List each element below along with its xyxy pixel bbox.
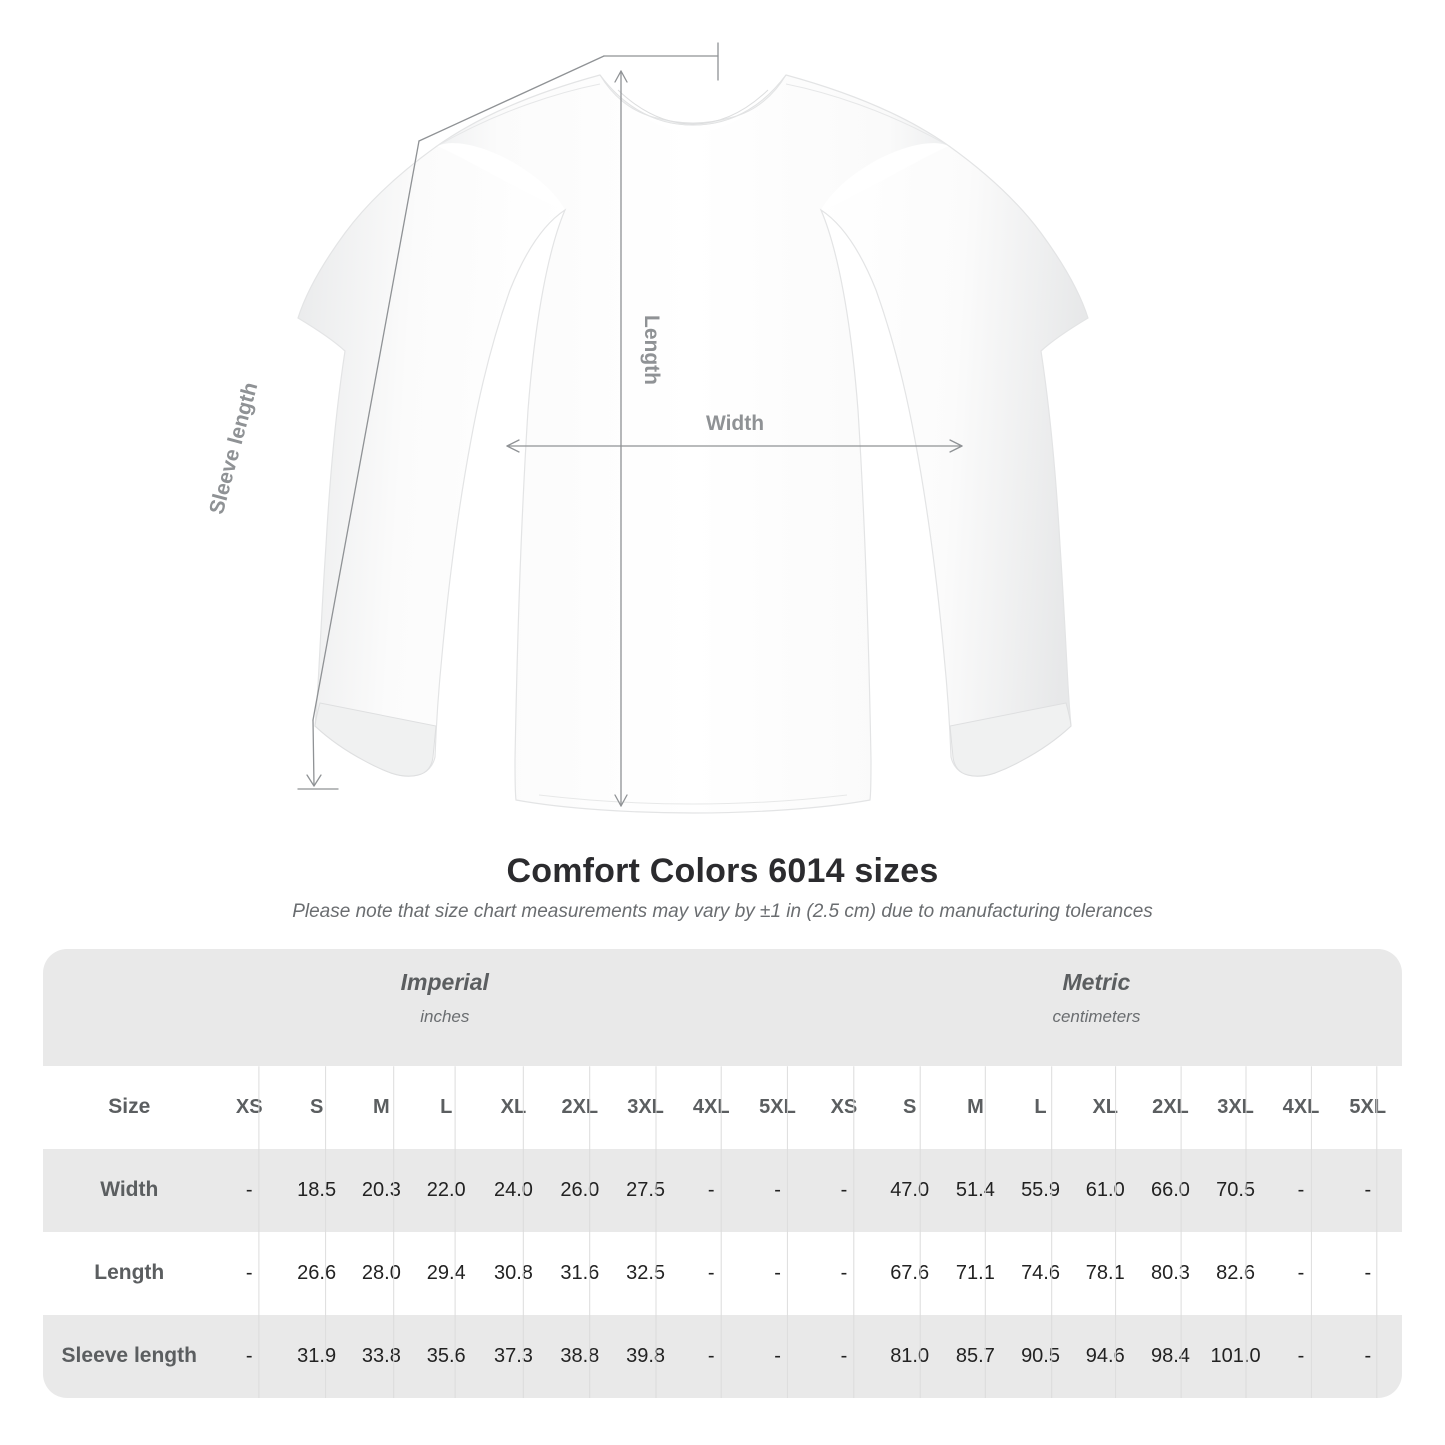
svg-text:Length: Length (640, 315, 663, 385)
svg-text:Sleeve length: Sleeve length (205, 380, 262, 517)
svg-text:Width: Width (706, 412, 764, 435)
